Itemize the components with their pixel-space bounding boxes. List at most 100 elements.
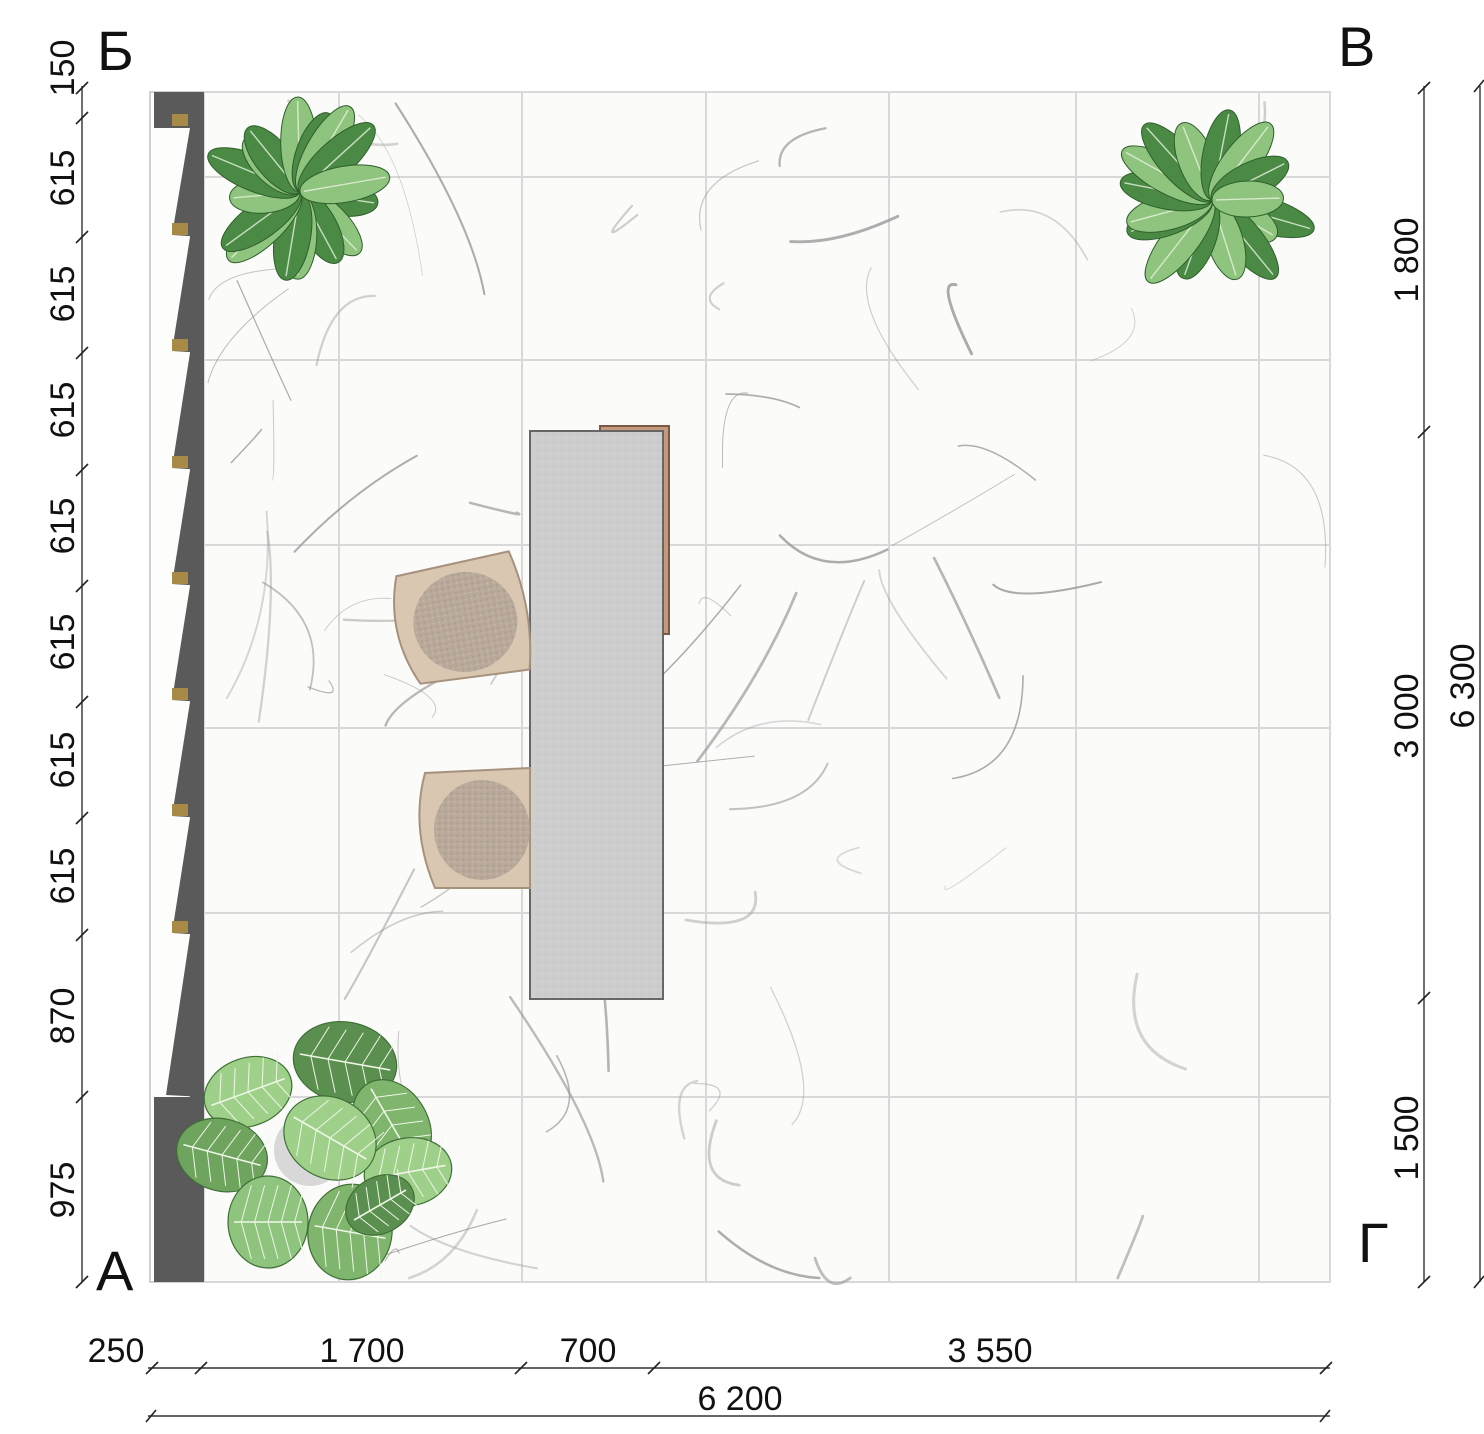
leaf-vein xyxy=(296,1121,303,1156)
floor-tile xyxy=(888,544,1077,729)
marble-vein xyxy=(865,267,919,391)
dimension-tick xyxy=(647,1361,661,1375)
leaf-vein xyxy=(254,1221,266,1259)
dimension-tick xyxy=(75,346,89,360)
leaf-vein xyxy=(396,1169,402,1194)
floor-tile xyxy=(705,544,890,729)
leaf-vein xyxy=(280,1221,292,1259)
leaf-vein xyxy=(294,1185,306,1223)
dim-left-5: 615 xyxy=(44,614,82,671)
dimension-tick xyxy=(75,111,89,125)
wall-panel xyxy=(172,353,204,470)
floor-tile xyxy=(1075,912,1260,1098)
floor-tile xyxy=(705,91,890,178)
dimension-tick xyxy=(514,1361,528,1375)
floor-tile xyxy=(521,1096,707,1283)
leaf-vein xyxy=(349,1231,355,1272)
marble-vein xyxy=(878,569,948,680)
leaf-vein xyxy=(275,1081,297,1104)
floor-tile xyxy=(888,91,1077,178)
marble-vein xyxy=(699,160,760,231)
floor-tile xyxy=(203,727,340,914)
leaf-vein xyxy=(236,1158,241,1190)
leaf-vein xyxy=(375,1092,408,1098)
floor-tile xyxy=(1258,1096,1331,1283)
leaf-vein xyxy=(390,1198,410,1215)
marble-vein xyxy=(952,675,1024,780)
marble-vein xyxy=(315,294,376,367)
dim-left-2: 615 xyxy=(44,266,82,323)
marble-vein xyxy=(307,680,334,694)
marble-vein xyxy=(708,282,725,311)
dim-left-0: 150 xyxy=(44,40,82,97)
dimension-tick xyxy=(75,579,89,593)
dimension-tick xyxy=(75,463,89,477)
marble-vein xyxy=(992,581,1102,595)
side-wall xyxy=(154,92,204,1282)
leaf-vein xyxy=(310,1055,319,1090)
dim-left-1: 615 xyxy=(44,150,82,207)
leaf-vein xyxy=(301,1099,329,1123)
leaf-vein xyxy=(310,1129,317,1164)
dim-right-inner-0: 1 800 xyxy=(1388,217,1426,302)
corner-label-bottom-right: Г xyxy=(1358,1211,1388,1274)
dimension-tick xyxy=(194,1361,208,1375)
leaf-vein xyxy=(221,1154,227,1186)
leaf-vein xyxy=(247,1091,269,1115)
leaf-vein xyxy=(344,1032,364,1063)
dim-right-inner-1: 3 000 xyxy=(1388,673,1426,758)
marble-vein xyxy=(377,1218,507,1258)
corner-label-top-right: В xyxy=(1338,15,1375,78)
wall-panel-cap xyxy=(172,921,188,933)
leaf-vein xyxy=(365,1187,371,1212)
leaf-vein xyxy=(267,1185,279,1223)
leaf-midrib xyxy=(1215,197,1280,201)
marble-vein xyxy=(778,127,827,168)
leaf-vein xyxy=(327,1058,336,1093)
bottom-dimension-chain: 250 1 700 700 3 550 xyxy=(88,1332,1333,1375)
leaf-vein xyxy=(206,1125,227,1152)
marble-vein xyxy=(611,204,639,234)
marble-vein xyxy=(653,755,755,768)
marble-vein xyxy=(728,762,829,811)
leaf-vein xyxy=(221,1129,241,1156)
floor-tile xyxy=(1075,544,1260,729)
leaf-vein xyxy=(280,1185,292,1223)
marble-vein xyxy=(383,674,437,718)
marble-vein xyxy=(693,1082,721,1112)
right-dimension-chain-inner: 1 800 3 000 1 500 xyxy=(1388,81,1431,1289)
wall-panel-cap xyxy=(172,804,188,816)
corner-label-top-left: Б xyxy=(97,19,134,82)
plant-top-right xyxy=(1119,109,1315,284)
leaf-vein xyxy=(191,1121,212,1148)
marble-vein xyxy=(207,288,289,383)
dim-left-7: 615 xyxy=(44,848,82,905)
floor-tile xyxy=(705,727,890,914)
wall-panel xyxy=(172,586,204,702)
floor-tile xyxy=(888,912,1077,1098)
leaf-vein xyxy=(369,1210,389,1227)
marble-vein xyxy=(932,556,1001,700)
marble-vein xyxy=(257,530,273,723)
dimension-tick xyxy=(145,1361,159,1375)
marble-vein xyxy=(946,282,974,356)
floor-tile xyxy=(705,359,890,546)
dim-left-3: 615 xyxy=(44,382,82,439)
wall-panel-cap xyxy=(172,572,188,584)
leaf-vein xyxy=(337,1145,345,1180)
marble-vein xyxy=(836,846,862,875)
leaf-vein xyxy=(261,1057,264,1087)
floor-tile xyxy=(521,91,707,178)
marble-vein xyxy=(999,208,1089,261)
floor-tile xyxy=(1075,727,1260,914)
leaf-vein xyxy=(400,1192,421,1209)
marble-vein xyxy=(508,995,605,1183)
leaf-vein xyxy=(267,1221,279,1259)
marble-vein xyxy=(350,910,444,954)
leaf-vein xyxy=(247,1062,250,1093)
dimension-tick xyxy=(75,1275,89,1289)
plant-leaf xyxy=(176,1117,271,1194)
plant-top-left xyxy=(207,96,391,281)
wall-panel-cap xyxy=(172,114,188,126)
marble-vein xyxy=(384,1248,400,1262)
